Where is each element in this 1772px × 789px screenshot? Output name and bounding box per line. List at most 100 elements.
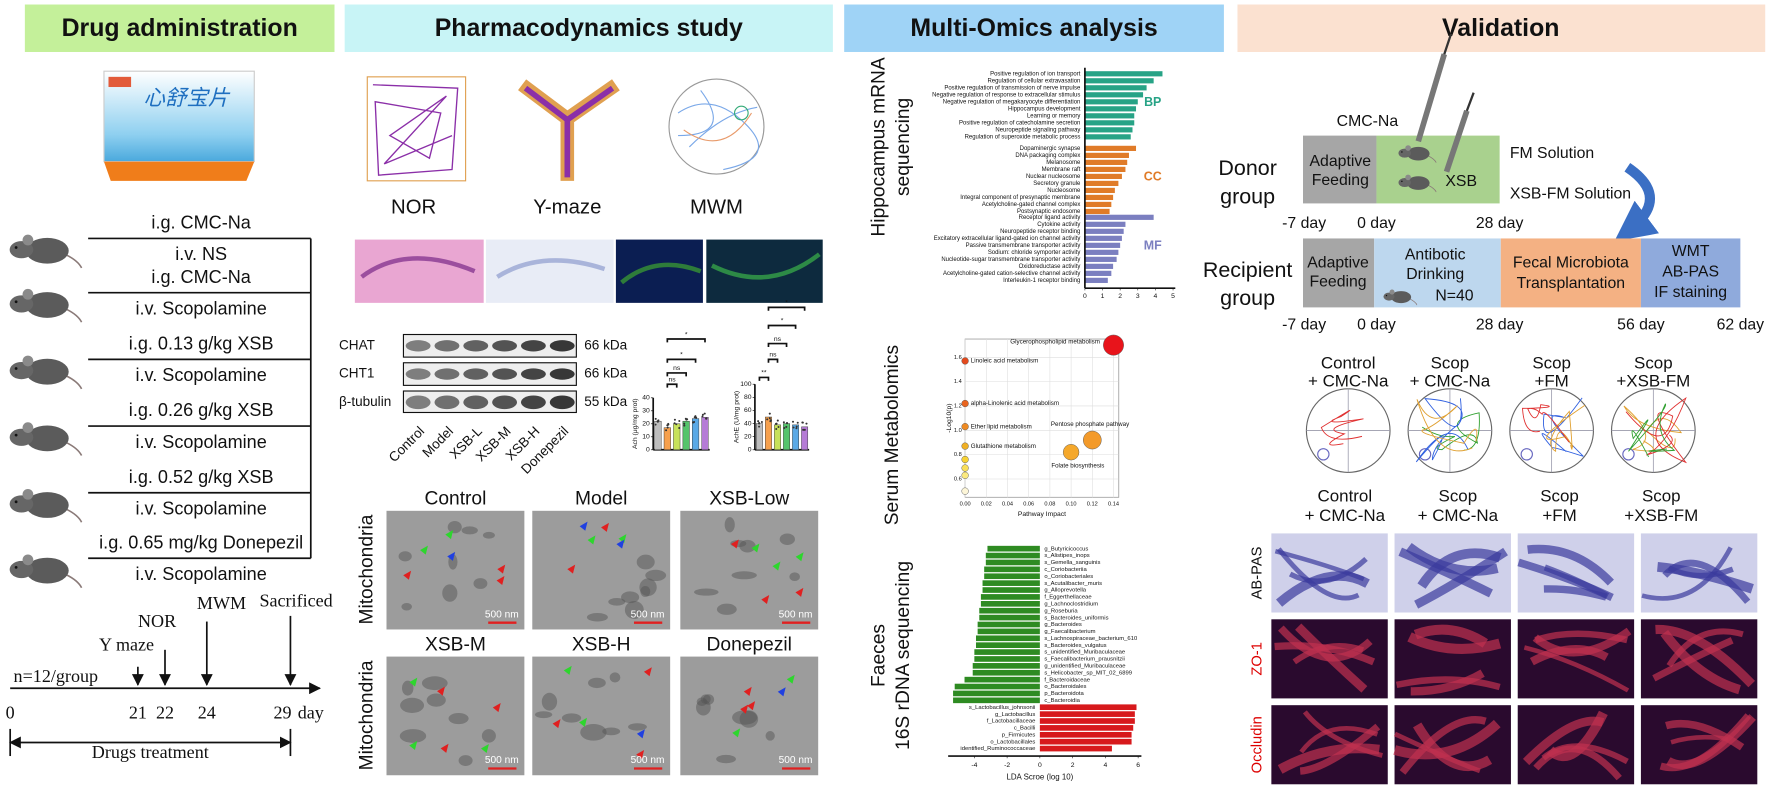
lda-bar	[972, 669, 1040, 676]
em-texture	[458, 755, 473, 766]
em-arrow	[437, 686, 445, 696]
blot-band	[549, 395, 575, 410]
test-label: AB-PAS	[1662, 264, 1719, 281]
go-bar	[1084, 263, 1114, 269]
transfer-arrow	[1614, 163, 1660, 242]
header-box	[844, 4, 1224, 52]
em-arrow	[732, 728, 741, 738]
event-label: MWM	[197, 593, 246, 613]
em-texture	[732, 710, 758, 725]
swim-track	[1416, 399, 1478, 452]
blot-band	[492, 395, 518, 410]
phase-box	[1640, 238, 1741, 308]
em-texture	[779, 533, 795, 545]
pathway-label: Linoleic acid metabolism	[971, 358, 1039, 365]
em-texture	[624, 600, 644, 619]
data-dot	[782, 421, 785, 424]
go-term: Acetylcholine-gated channel complex	[982, 202, 1081, 208]
go-term: Negative regulation of response to extra…	[932, 93, 1080, 99]
pathway-label: Folate biosynthesis	[1051, 462, 1104, 469]
em-arrow	[795, 552, 804, 562]
stain-texture	[1393, 719, 1501, 760]
x-tick-label: 0.06	[1023, 502, 1034, 508]
em-arrow	[409, 740, 418, 750]
blot-band	[463, 340, 489, 352]
em-arrow	[579, 717, 588, 727]
taxon-label: s_Faecalibacterium_prausnitzii	[1044, 657, 1124, 663]
taxon-label: s_Lachnospiraceae_bacterium_610	[1044, 636, 1138, 642]
go-bar	[1084, 78, 1154, 84]
blot-band	[520, 395, 546, 410]
group-label: Donor	[1218, 156, 1276, 180]
omics-label: Serum Metabolomics	[882, 345, 903, 525]
data-dot	[683, 424, 686, 427]
em-arrow	[587, 535, 596, 545]
lda-bar	[1039, 731, 1132, 738]
mwm-group: Scop	[1532, 353, 1571, 372]
solution-label: FM Solution	[1510, 145, 1594, 162]
significance-bracket	[666, 372, 688, 377]
lda-bar	[984, 566, 1040, 573]
header-box	[24, 4, 335, 52]
day-label: 28 day	[1476, 215, 1524, 232]
blot-frame	[402, 362, 577, 386]
data-dot	[678, 419, 681, 422]
stain-texture	[1395, 676, 1501, 691]
go-bar	[1084, 235, 1122, 241]
x-tick-label: 4	[1154, 293, 1158, 300]
header-box	[1237, 4, 1766, 52]
data-dot	[703, 412, 706, 415]
test-label: MWM	[690, 196, 743, 218]
x-tick-label: -4	[971, 762, 977, 769]
stain-texture	[1407, 632, 1502, 654]
significance-label: ns	[769, 352, 777, 359]
lda-bar	[1039, 711, 1135, 717]
mwm-group: +FM	[1534, 371, 1568, 390]
phase-label: Feeding	[1312, 172, 1369, 189]
go-term: Integral component of presynaptic membra…	[960, 195, 1081, 201]
phase-box	[1500, 238, 1641, 308]
taxon-label: g_unidentified_Muribaculaceae	[1044, 664, 1125, 670]
day-tick: 0	[6, 702, 15, 722]
em-arrow	[492, 703, 501, 713]
y-axis-label: AchE (U/mg prot)	[734, 391, 741, 443]
significance-bracket	[767, 324, 797, 329]
go-term: Excitatory extracellular ligand-gated io…	[934, 236, 1081, 242]
em-arrow	[747, 701, 756, 711]
swim-track	[1522, 404, 1570, 443]
go-term: Cytokine activity	[1037, 222, 1080, 228]
mwm-pool	[668, 78, 765, 175]
em-arrow	[740, 704, 749, 714]
test-label: WMT	[1672, 243, 1710, 260]
data-dot	[695, 416, 698, 419]
em-texture	[580, 723, 607, 741]
em-texture	[534, 711, 553, 719]
mouse-icon	[8, 233, 83, 269]
significance-bracket	[767, 358, 779, 363]
day-label: 0 day	[1357, 317, 1396, 334]
lda-bar	[979, 614, 1040, 621]
y-tick-label: 10	[642, 434, 650, 441]
taxon-label: o_Coriobacteriales	[1044, 574, 1093, 580]
data-dot	[775, 427, 778, 431]
em-texture	[426, 693, 446, 707]
group-size: n=12/group	[14, 666, 99, 686]
phase-label: Drinking	[1406, 266, 1464, 283]
taxon-label: g_Bacteroides	[1044, 622, 1082, 628]
day-label: 28 day	[1476, 317, 1524, 334]
data-dot	[704, 417, 708, 420]
section-title: Multi-Omics analysis	[910, 14, 1157, 42]
lda-bar	[977, 628, 1040, 635]
em-texture	[473, 578, 488, 589]
lda-bar	[980, 600, 1040, 607]
go-bar	[1084, 242, 1121, 248]
em-arrow	[420, 545, 428, 555]
lda-bar	[953, 697, 1040, 704]
lda-bar	[954, 683, 1040, 690]
data-dot	[675, 423, 678, 426]
protein-label: CHAT	[339, 337, 375, 352]
pathway-point	[961, 442, 969, 450]
drug-name: 心舒宝片	[144, 86, 231, 110]
em-texture	[789, 572, 800, 582]
go-bar	[1084, 127, 1133, 133]
